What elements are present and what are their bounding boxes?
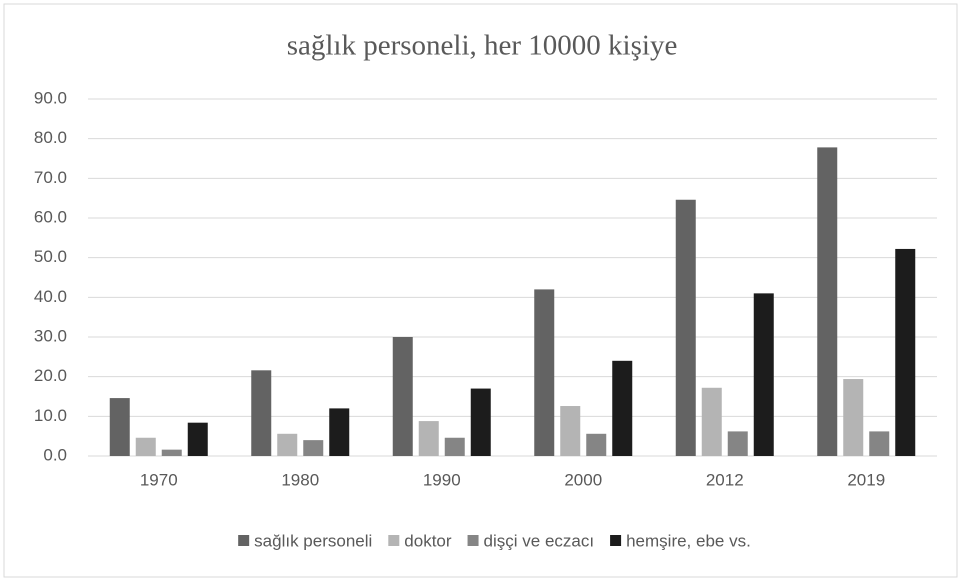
y-tick-label: 90.0 [34, 88, 67, 107]
bar [534, 289, 555, 456]
legend-swatch [610, 535, 622, 546]
legend-label: doktor [404, 531, 452, 550]
y-tick-label: 50.0 [34, 247, 67, 266]
bar [701, 387, 722, 456]
legend-label: hemşire, ebe vs. [626, 531, 751, 550]
x-tick-label: 2000 [564, 470, 602, 489]
legend-swatch [238, 535, 250, 546]
x-tick-label: 1970 [140, 470, 178, 489]
legend-swatch [388, 535, 400, 546]
y-tick-label: 40.0 [34, 287, 67, 306]
legend-label: dişçi ve eczacı [484, 531, 595, 550]
y-tick-label: 60.0 [34, 207, 67, 226]
y-tick-label: 70.0 [34, 168, 67, 187]
bar [869, 431, 890, 456]
x-tick-label: 2012 [706, 470, 744, 489]
chart-title: sağlık personeli, her 10000 kişiye [287, 30, 678, 62]
y-tick-label: 0.0 [43, 445, 67, 464]
y-tick-label: 80.0 [34, 128, 67, 147]
bar [612, 360, 633, 456]
y-tick-label: 10.0 [34, 406, 67, 425]
bar [753, 293, 774, 456]
legend-swatch [467, 535, 479, 546]
bar [843, 379, 864, 456]
x-tick-label: 1980 [281, 470, 319, 489]
bar [135, 437, 156, 456]
bar [329, 408, 350, 456]
bar [109, 398, 130, 456]
bar [303, 440, 324, 456]
bar [444, 437, 465, 456]
legend-label: sağlık personeli [254, 531, 372, 550]
bar [470, 388, 491, 456]
bar [675, 199, 696, 456]
y-tick-label: 30.0 [34, 326, 67, 345]
bar [418, 421, 439, 456]
y-tick-label: 20.0 [34, 366, 67, 385]
x-tick-label: 2019 [847, 470, 885, 489]
chart-frame [3, 3, 958, 578]
bar [727, 431, 748, 456]
bar [277, 433, 298, 456]
bar [817, 147, 838, 457]
bar [187, 422, 208, 456]
bar [392, 337, 413, 456]
bar [586, 433, 607, 456]
bar [560, 406, 581, 456]
bar [895, 248, 916, 456]
bar [251, 370, 272, 456]
bar [161, 449, 182, 456]
x-tick-label: 1990 [423, 470, 461, 489]
